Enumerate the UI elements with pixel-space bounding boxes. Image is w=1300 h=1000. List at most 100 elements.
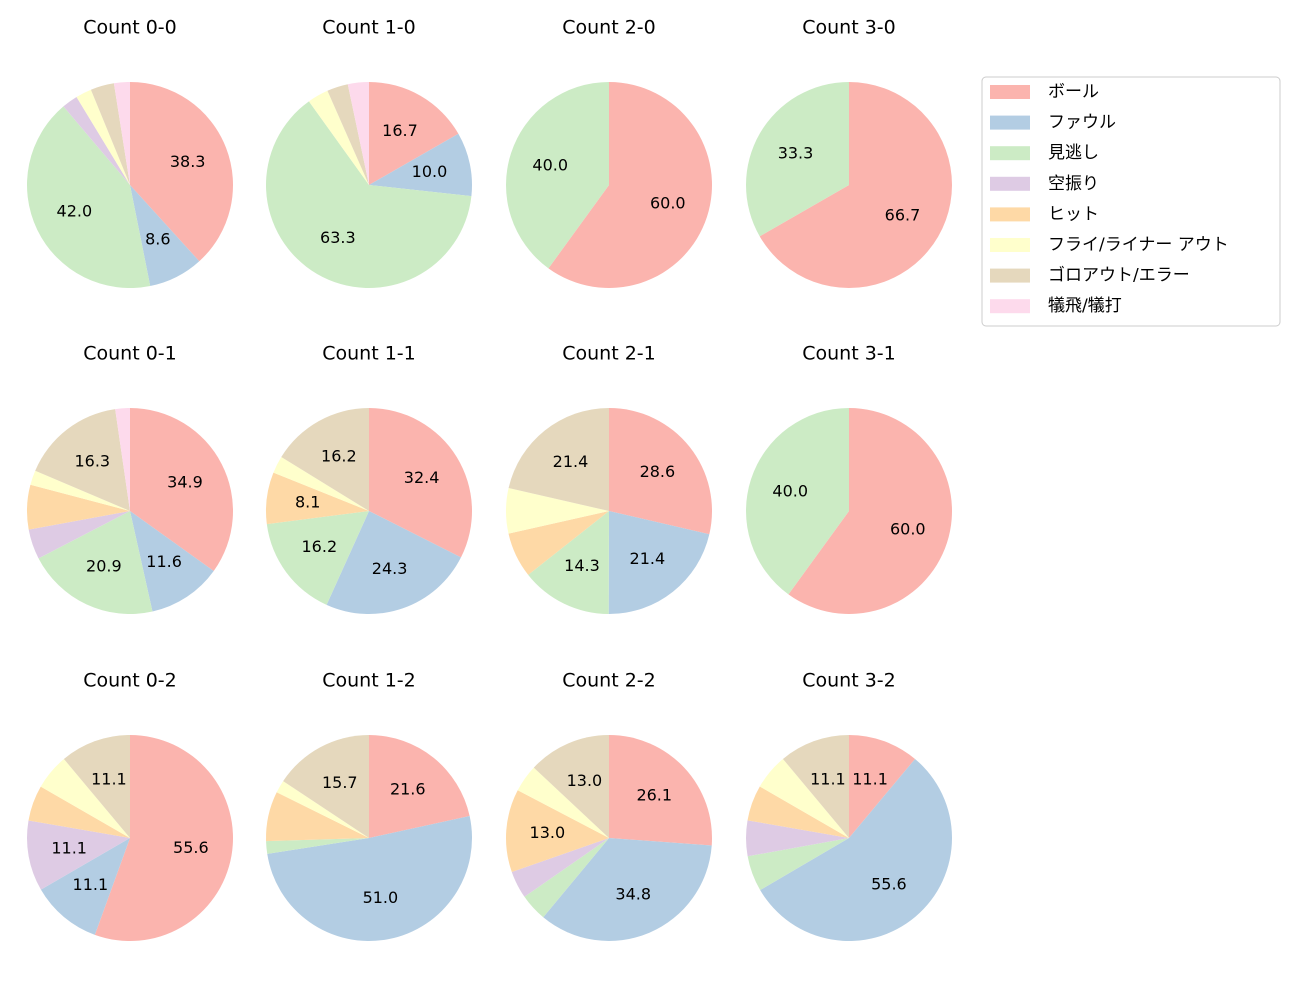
pie-slice: [281, 408, 369, 511]
data-label: 14.3: [564, 556, 600, 575]
data-label: 13.0: [567, 771, 603, 790]
pie-slice: [524, 838, 609, 918]
data-label: 32.4: [404, 468, 440, 487]
legend-label: ボール: [1048, 82, 1099, 102]
data-label: 20.9: [86, 557, 122, 576]
pie-slice: [266, 838, 369, 854]
pie-slice: [40, 759, 130, 838]
data-label: 28.6: [640, 462, 676, 481]
pie-slice: [506, 790, 609, 873]
data-label: 16.2: [321, 447, 357, 466]
pie-slice: [528, 511, 609, 614]
data-label: 16.7: [382, 121, 418, 140]
data-label: 26.1: [636, 785, 672, 804]
legend-box: [981, 76, 1281, 327]
data-label: 11.1: [852, 769, 888, 788]
data-label: 13.0: [530, 823, 566, 842]
data-label: 11.1: [51, 838, 87, 857]
pie-slice: [76, 89, 130, 185]
pie-slice: [113, 82, 130, 185]
data-label: 21.6: [390, 779, 426, 798]
chart-title: Count 3-1: [802, 343, 896, 365]
pie-slice: [326, 511, 461, 614]
data-label: 66.7: [885, 205, 921, 224]
pie-slice: [115, 408, 130, 511]
legend-label: ヒット: [1048, 204, 1099, 224]
chart-title: Count 3-0: [802, 17, 896, 39]
pie-slice: [609, 408, 712, 535]
chart-title: Count 2-1: [562, 343, 656, 365]
chart-title: Count 3-2: [802, 670, 896, 692]
data-label: 8.1: [295, 493, 320, 512]
data-label: 55.6: [871, 875, 907, 894]
chart-title: Count 2-2: [562, 670, 656, 692]
pie-slice: [30, 470, 130, 511]
pie-slice: [266, 511, 369, 605]
pie-slice: [130, 185, 200, 286]
pie-slice: [746, 82, 849, 237]
legend-label: ゴロアウト/エラー: [1048, 265, 1190, 286]
pie-slice: [369, 407, 473, 558]
pie-slice: [130, 511, 214, 612]
pie-slice: [608, 511, 710, 615]
data-label: 40.0: [532, 155, 568, 174]
pie-slice: [508, 408, 609, 511]
pie-slice: [517, 767, 609, 838]
data-label: 63.3: [320, 228, 356, 247]
pie-slice: [38, 511, 153, 614]
data-label: 51.0: [363, 888, 399, 907]
pie-slice: [511, 838, 609, 897]
data-label: 11.1: [73, 875, 109, 894]
data-label: 42.0: [57, 201, 93, 220]
pie-slice: [266, 792, 369, 842]
legend-swatch: [990, 85, 1030, 99]
pie-slice: [782, 735, 849, 838]
data-label: 10.0: [412, 162, 448, 181]
pie-slice: [63, 735, 130, 838]
pie-slice: [28, 511, 131, 559]
pie-slice: [276, 781, 369, 838]
legend-label: フライ/ライナー アウト: [1048, 235, 1229, 255]
data-label: 16.3: [74, 452, 110, 471]
pie-slice: [506, 82, 609, 269]
data-label: 34.8: [615, 884, 651, 903]
pie-slice: [760, 758, 953, 942]
data-label: 21.4: [553, 452, 589, 471]
legend-label: 見逃し: [1048, 143, 1099, 163]
pie-slice: [308, 90, 369, 185]
pie-slice: [273, 456, 369, 511]
pie-slice: [369, 735, 470, 838]
data-label: 16.2: [302, 537, 338, 556]
pie-slice: [746, 408, 849, 595]
pie-slice: [267, 816, 473, 942]
data-label: 11.6: [146, 552, 182, 571]
data-label: 24.3: [372, 559, 408, 578]
pie-slice: [327, 84, 369, 185]
legend-swatch: [990, 299, 1030, 314]
legend-swatch: [990, 146, 1030, 161]
data-label: 33.3: [778, 144, 814, 163]
data-label: 21.4: [630, 549, 666, 568]
chart-title: Count 1-1: [322, 343, 416, 365]
pie-slice: [747, 786, 849, 838]
pie-slice: [543, 838, 712, 942]
legend-label: ファウル: [1048, 113, 1116, 133]
data-label: 34.9: [167, 472, 203, 491]
pie-slice: [63, 96, 130, 185]
pie-slice: [747, 838, 849, 891]
pie-slice: [94, 735, 233, 941]
legend-swatch: [990, 207, 1030, 222]
pie-slice: [130, 408, 233, 572]
data-label: 11.1: [91, 769, 127, 788]
pie-slice: [548, 82, 712, 288]
pie-slice: [27, 106, 151, 288]
pie-slice: [746, 820, 849, 857]
pie-slice: [35, 409, 130, 511]
data-label: 11.1: [810, 769, 846, 788]
legend-label: 空振り: [1048, 174, 1099, 194]
data-label: 8.6: [145, 230, 170, 249]
pie-slice: [506, 488, 609, 534]
pie-slice: [849, 735, 916, 838]
pie-slice: [759, 758, 849, 838]
